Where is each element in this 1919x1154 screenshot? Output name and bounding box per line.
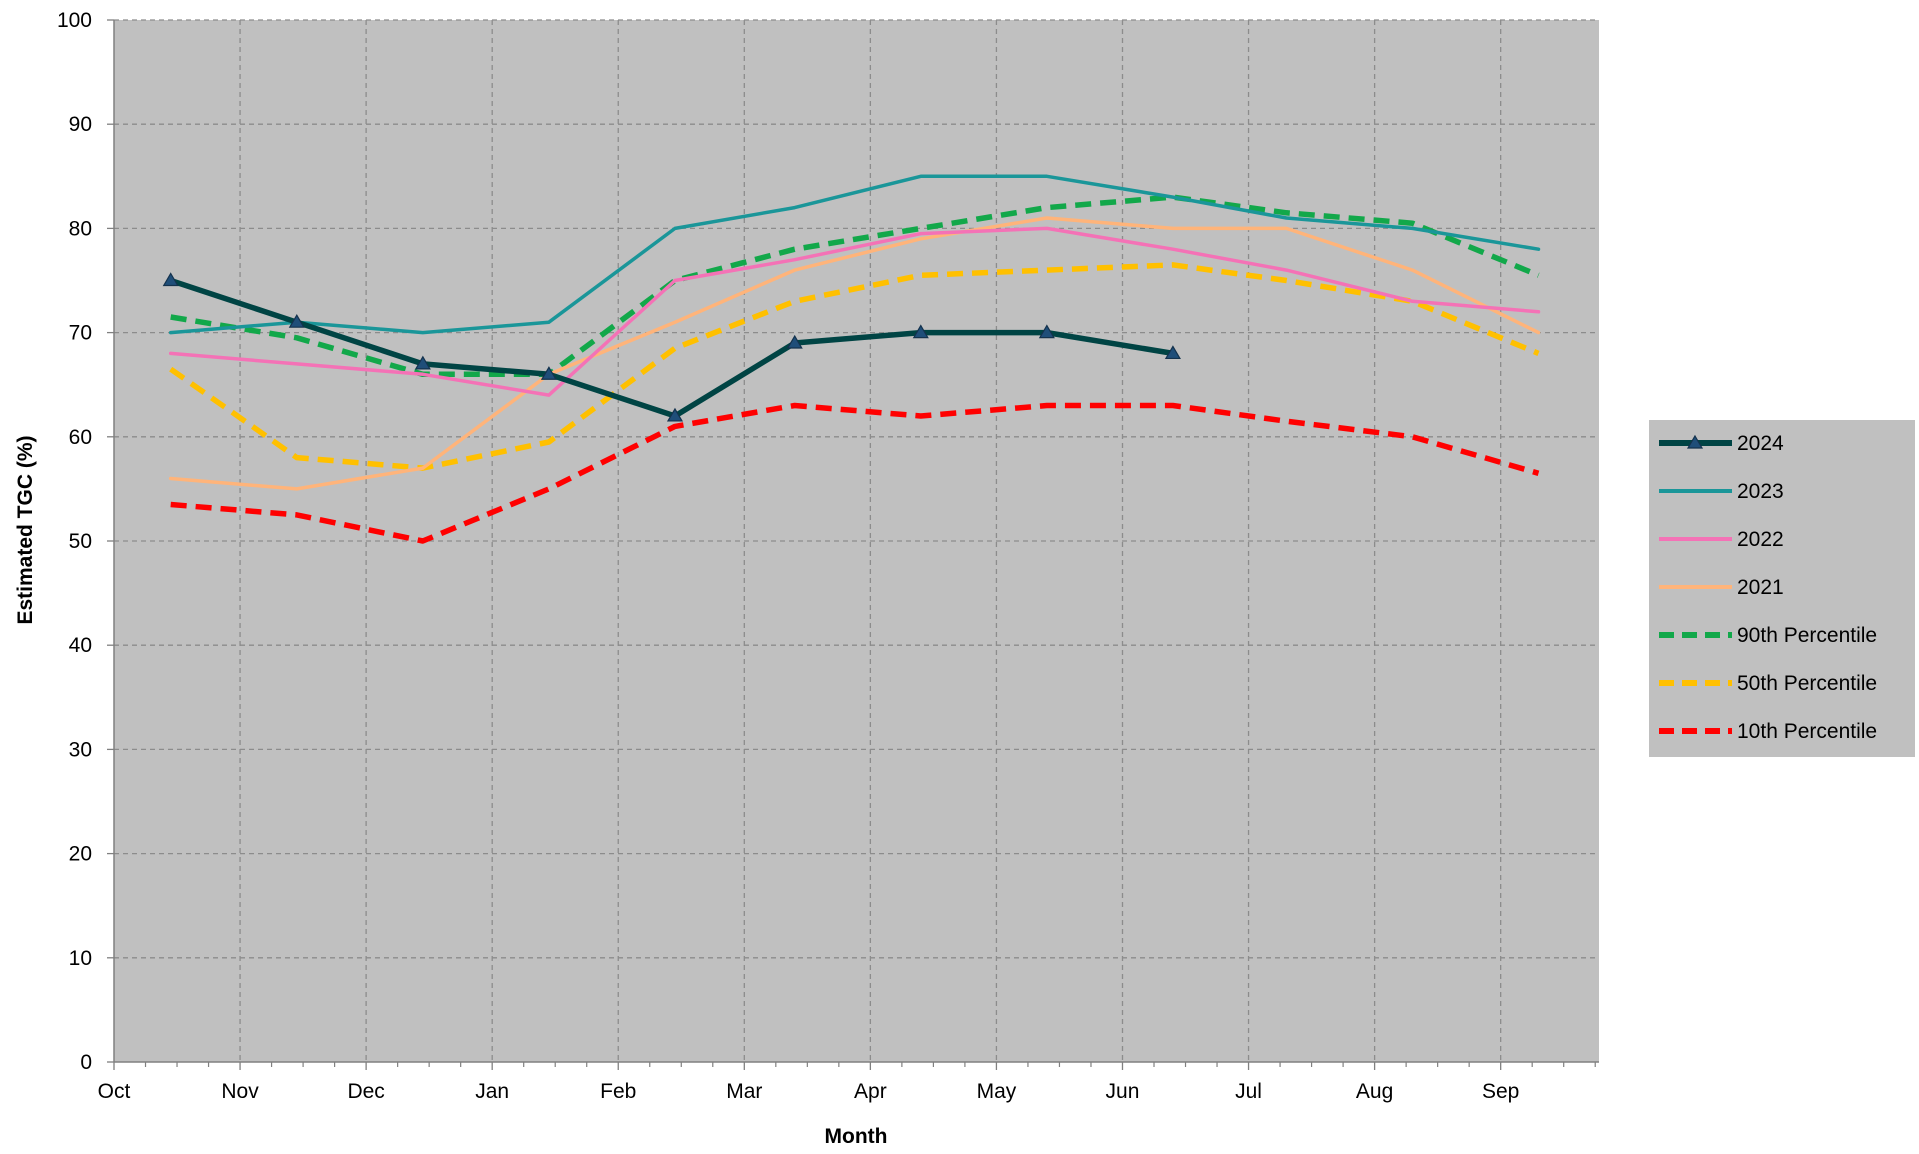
x-tick-label: Jan [475,1080,509,1103]
x-tick-label: Nov [221,1080,259,1103]
x-tick-label: Oct [98,1080,131,1103]
series-line-10th-percentile [170,402,1540,544]
y-tick-label: 90 [69,113,92,136]
x-axis-label: Month [825,1125,888,1148]
x-tick-label: Sep [1482,1080,1519,1103]
series-line-90th-percentile [170,194,1540,378]
data-point-2024 [1164,345,1181,360]
x-tick-label: Jun [1106,1080,1140,1103]
y-tick-label: 0 [80,1051,92,1074]
data-point-2024 [786,334,803,349]
x-tick-label: Feb [600,1080,636,1103]
x-tick-label: Aug [1356,1080,1393,1103]
y-axis-label: Estimated TGC (%) [14,435,37,624]
series-line-2023 [168,174,1541,335]
legend-label-10th-percentile: 10th Percentile [1737,720,1877,743]
y-tick-label: 30 [69,738,92,761]
y-tick-label: 80 [69,217,92,240]
legend-label-2024: 2024 [1737,432,1784,455]
x-tick-label: Jul [1235,1080,1262,1103]
y-tick-label: 60 [69,426,92,449]
y-tick-label: 10 [69,947,92,970]
series-line-50th-percentile [169,262,1540,471]
legend-label-2021: 2021 [1737,576,1784,599]
data-point-2024 [414,355,431,370]
data-point-2024 [162,272,179,287]
data-point-2024 [540,366,557,380]
x-tick-label: Apr [854,1080,887,1103]
data-point-2024 [1038,324,1055,339]
y-tick-label: 50 [69,530,92,553]
y-tick-label: 40 [69,634,92,657]
x-tick-label: Mar [726,1080,762,1103]
legend-label-2022: 2022 [1737,528,1784,551]
y-tick-label: 100 [57,9,92,32]
x-tick-label: May [977,1080,1017,1103]
data-point-2024 [288,313,305,328]
legend-label-90th-percentile: 90th Percentile [1737,624,1877,647]
data-point-2024 [912,324,929,339]
series-line-2022 [168,226,1541,397]
legend-label-2023: 2023 [1737,480,1784,503]
legend-label-50th-percentile: 50th Percentile [1737,672,1877,695]
y-tick-label: 20 [69,843,92,866]
data-point-2024 [666,407,684,422]
legend: 2024 2023 2022 2021 90th Percentile 50th Perc… [1649,420,1915,757]
y-tick-label: 70 [69,322,92,345]
x-tick-label: Dec [347,1080,384,1103]
legend-marker-2024 [1686,434,1704,449]
series-line-2021 [168,216,1541,491]
